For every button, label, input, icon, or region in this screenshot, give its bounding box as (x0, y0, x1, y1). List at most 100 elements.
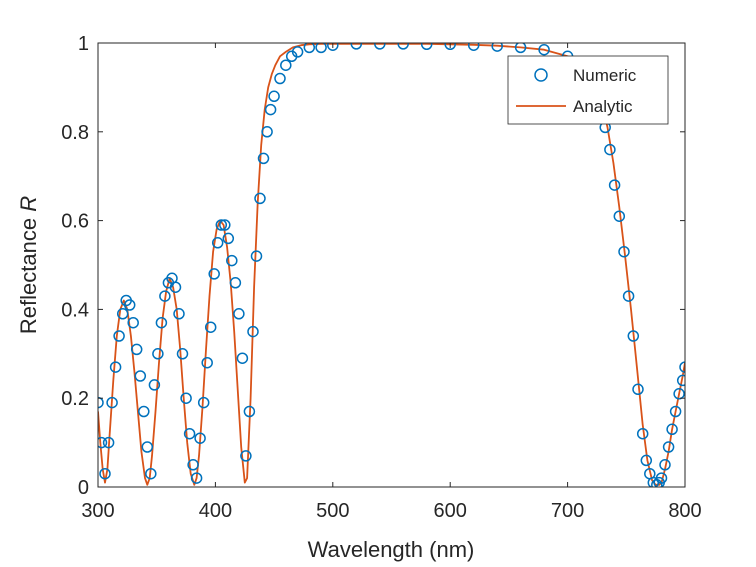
numeric-point (152, 348, 164, 360)
numeric-point (173, 308, 185, 320)
numeric-point (250, 250, 263, 262)
numeric-point (99, 467, 111, 480)
numeric-point (134, 370, 147, 382)
numeric-point (662, 441, 675, 453)
numeric-point (247, 325, 259, 338)
numeric-point (187, 459, 199, 471)
numeric-point (264, 103, 277, 116)
y-tick-label: 0.4 (61, 299, 89, 321)
numeric-point (303, 43, 316, 54)
numeric-point (113, 330, 125, 342)
legend-numeric-label: Numeric (573, 66, 637, 85)
numeric-point (169, 281, 182, 293)
numeric-point (236, 352, 249, 364)
numeric-point (98, 396, 104, 409)
numeric-point (327, 43, 339, 51)
y-tick-label: 0 (78, 477, 89, 499)
numeric-point (98, 436, 108, 449)
numeric-point (148, 379, 161, 391)
numeric-point (491, 43, 503, 52)
numeric-point (116, 308, 129, 320)
numeric-point (257, 152, 270, 165)
numeric-point (444, 43, 456, 51)
numeric-point (636, 427, 649, 440)
numeric-point (159, 290, 171, 302)
numeric-point (659, 459, 671, 471)
numeric-point (138, 405, 150, 418)
numeric-point (130, 343, 143, 356)
numeric-point (180, 392, 192, 404)
numeric-point (608, 179, 621, 191)
numeric-point (243, 405, 256, 418)
numeric-point (679, 361, 685, 373)
numeric-point (350, 43, 363, 50)
legend-numeric-marker (534, 68, 548, 82)
numeric-point (268, 90, 280, 103)
numeric-point (315, 43, 327, 54)
numeric-point (604, 143, 616, 156)
numeric-point (640, 454, 653, 467)
numeric-point (222, 232, 235, 245)
numeric-point (197, 396, 210, 409)
numeric-point (194, 432, 206, 444)
y-tick-label: 0.6 (61, 211, 89, 233)
numeric-point (618, 245, 630, 258)
x-tick-label: 600 (434, 500, 467, 522)
analytic-line (98, 43, 685, 486)
numeric-point (204, 321, 217, 333)
numeric-point (514, 43, 527, 54)
numeric-point (123, 299, 136, 311)
numeric-point (613, 210, 626, 222)
numeric-point (155, 316, 168, 329)
y-tick-label: 1 (78, 33, 89, 55)
numeric-point (669, 405, 682, 418)
y-tick-label: 0.2 (61, 388, 89, 410)
numeric-point (183, 427, 196, 440)
numeric-point (229, 277, 242, 289)
numeric-point (233, 308, 245, 320)
legend: Numeric Analytic (507, 55, 669, 125)
numeric-point (676, 374, 685, 387)
numeric-point (226, 254, 238, 267)
numeric-point (127, 316, 139, 329)
numeric-point (208, 268, 220, 280)
numeric-point (280, 59, 292, 71)
y-tick-label: 0.8 (61, 122, 89, 144)
numeric-point (261, 126, 273, 138)
numeric-point (397, 43, 409, 50)
y-axis-title-text: Reflectance (16, 218, 41, 334)
numeric-point (219, 219, 231, 231)
numeric-point (655, 472, 668, 484)
x-tick-label: 800 (668, 500, 701, 522)
x-tick-label: 500 (316, 500, 349, 522)
numeric-point (291, 46, 304, 58)
numeric-point (141, 441, 154, 453)
numeric-point (106, 396, 118, 409)
numeric-point (145, 467, 157, 480)
numeric-point (240, 450, 252, 462)
tick-layer: 300 400 500 600 700 800 0 0.2 0.4 0.6 0.8 1 (61, 33, 702, 522)
numeric-point (109, 361, 122, 373)
numeric-point (274, 72, 286, 85)
legend-analytic-label: Analytic (573, 97, 633, 116)
numeric-point (254, 192, 266, 205)
numeric-point (622, 290, 635, 302)
legend-box (507, 55, 669, 125)
numeric-point (102, 436, 115, 449)
x-tick-label: 700 (551, 500, 584, 522)
plot-frame (97, 42, 686, 488)
numeric-point (666, 423, 678, 436)
numeric-point (632, 383, 644, 396)
numeric-point (374, 43, 386, 50)
series-layer (98, 43, 685, 487)
x-axis-title: Wavelength (nm) (308, 537, 475, 562)
numeric-point (420, 43, 433, 51)
numeric-point (176, 348, 189, 360)
numeric-point (673, 388, 685, 400)
x-tick-label: 300 (81, 500, 114, 522)
numeric-point (190, 472, 203, 484)
y-axis-title-symbol: R (16, 196, 41, 212)
numeric-point (215, 219, 228, 231)
numeric-point (211, 237, 224, 249)
